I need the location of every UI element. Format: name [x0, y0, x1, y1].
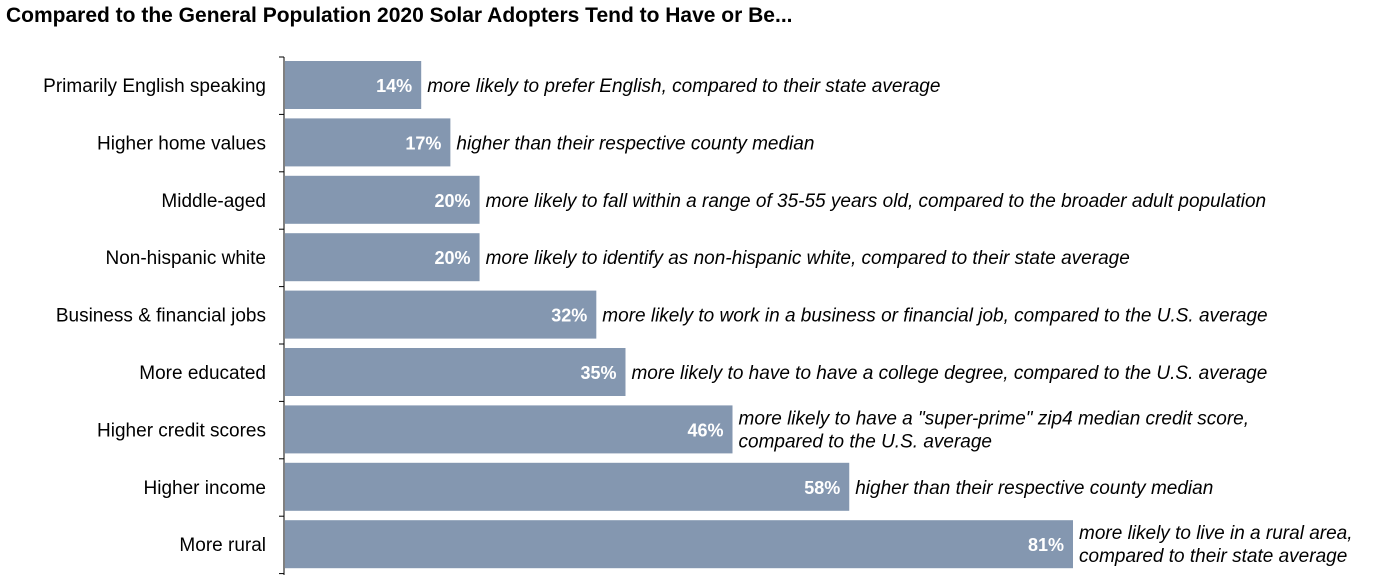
- bar: [285, 175, 480, 224]
- value-label: 20%: [435, 191, 471, 211]
- bar: [285, 233, 480, 282]
- category-label: Primarily English speaking: [43, 76, 266, 97]
- bar: [285, 61, 422, 109]
- bar: [285, 290, 597, 339]
- bar: [285, 520, 1073, 569]
- bar: [285, 348, 626, 396]
- bar-annotation: compared to the U.S. average: [739, 431, 992, 452]
- bar-annotation: more likely to identify as non-hispanic …: [486, 248, 1130, 269]
- category-label: More rural: [179, 535, 266, 556]
- value-label: 35%: [580, 363, 616, 383]
- category-label: Business & financial jobs: [56, 306, 266, 327]
- category-label: Higher income: [144, 478, 267, 499]
- value-label: 46%: [687, 420, 723, 440]
- value-label: 58%: [804, 478, 840, 498]
- category-label: Middle-aged: [161, 191, 266, 212]
- bar-annotation: more likely to work in a business or fin…: [602, 306, 1267, 327]
- bar-annotation: more likely to have to have a college de…: [631, 363, 1267, 384]
- value-label: 32%: [551, 306, 587, 326]
- bar-annotation: compared to their state average: [1079, 546, 1347, 567]
- value-label: 14%: [376, 76, 412, 96]
- bar-annotation: higher than their respective county medi…: [855, 478, 1213, 499]
- category-label: More educated: [139, 363, 266, 384]
- category-label: Higher home values: [97, 133, 266, 154]
- bar-annotation: more likely to have a "super-prime" zip4…: [739, 408, 1250, 429]
- value-label: 81%: [1028, 535, 1064, 555]
- category-label: Higher credit scores: [97, 420, 266, 441]
- bar: [285, 462, 850, 511]
- bar-annotation: more likely to prefer English, compared …: [427, 76, 940, 97]
- value-label: 20%: [435, 248, 471, 268]
- bar-annotation: more likely to live in a rural area,: [1079, 523, 1353, 544]
- bar: [285, 405, 733, 454]
- bar: [285, 118, 451, 167]
- bar-annotation: more likely to fall within a range of 35…: [486, 191, 1267, 212]
- chart-title: Compared to the General Population 2020 …: [6, 4, 793, 27]
- category-label: Non-hispanic white: [105, 248, 266, 269]
- value-label: 17%: [405, 133, 441, 153]
- bar-annotation: higher than their respective county medi…: [456, 133, 814, 154]
